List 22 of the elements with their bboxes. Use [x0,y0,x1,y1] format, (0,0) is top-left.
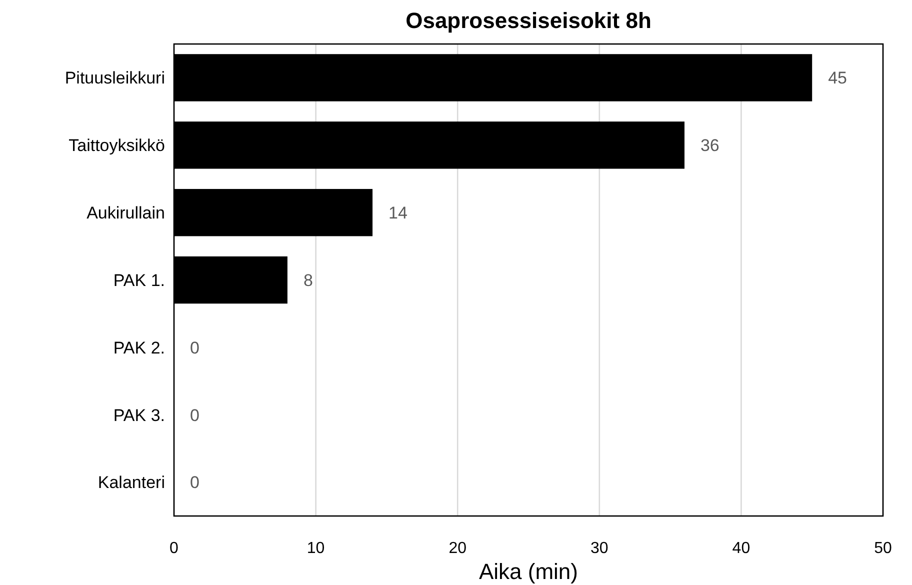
data-label: 45 [828,68,848,88]
x-tick-label: 40 [732,540,750,557]
x-tick-label: 20 [448,540,467,557]
x-tick-label: 10 [306,540,325,557]
data-label: 0 [190,338,200,358]
y-tick-label: PAK 1. [113,270,165,290]
data-label: 0 [190,406,200,425]
y-tick-label: Kalanteri [98,473,165,492]
y-tick-label: PAK 3. [113,406,165,425]
x-tick-label: 50 [874,540,892,557]
y-tick-label: PAK 2. [113,338,165,358]
x-axis-title: Aika (min) [478,559,578,584]
data-label: 8 [303,270,313,290]
data-label: 14 [388,204,408,223]
data-label: 36 [700,136,720,156]
y-tick-label: Pituusleikkuri [64,68,165,88]
y-tick-label: Taittoyksikkö [68,136,165,156]
x-tick-label: 0 [170,540,179,557]
y-tick-label: Aukirullain [86,204,165,223]
chart-title: Osaprosessiseisokit 8h [406,8,652,33]
x-tick-label: 30 [590,540,608,557]
data-label: 0 [190,473,200,492]
